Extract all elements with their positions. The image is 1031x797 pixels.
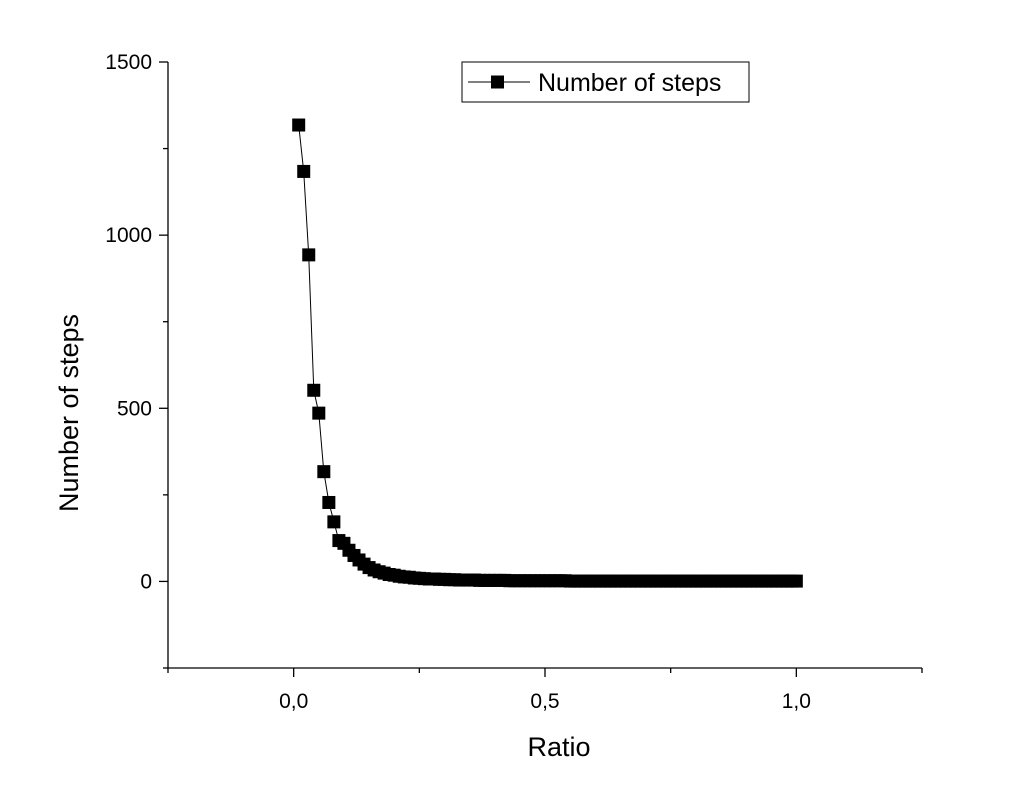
- y-ticks: 0 500 1000 1500: [105, 51, 168, 669]
- legend-marker-square-icon: [491, 75, 504, 89]
- x-axis-title: Ratio: [527, 732, 590, 762]
- data-point: [292, 118, 306, 132]
- data-point: [317, 465, 331, 479]
- data-point: [297, 164, 311, 178]
- data-point: [307, 383, 321, 397]
- y-tick-label: 1000: [105, 224, 152, 247]
- data-point: [327, 515, 341, 529]
- legend-label: Number of steps: [538, 69, 721, 97]
- legend: Number of steps: [461, 61, 750, 103]
- data-point: [302, 248, 316, 262]
- y-tick-label: 0: [140, 570, 152, 593]
- series-layer: [292, 118, 803, 588]
- data-point: [322, 495, 336, 509]
- y-tick-label: 500: [117, 397, 152, 420]
- data-point: [312, 406, 326, 420]
- y-tick-label: 1500: [105, 51, 152, 74]
- series-line: [298, 124, 797, 582]
- y-axis-title: Number of steps: [54, 314, 84, 512]
- data-point: [789, 574, 803, 588]
- x-ticks: 0,0 0,5 1,0: [167, 668, 923, 713]
- x-tick-label: 0,0: [279, 690, 308, 713]
- x-tick-label: 1,0: [782, 690, 811, 713]
- x-tick-label: 0,5: [530, 690, 559, 713]
